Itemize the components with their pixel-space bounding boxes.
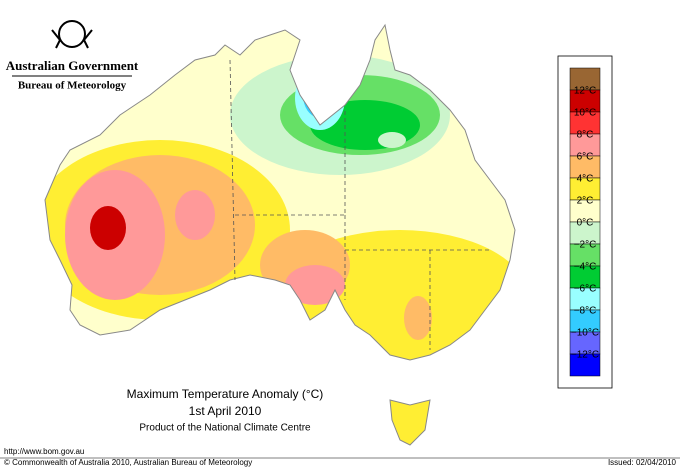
legend-label: −6°C: [574, 284, 597, 295]
legend-label: −4°C: [574, 262, 597, 273]
legend-label: 8°C: [577, 130, 594, 141]
government: Australian Government: [6, 58, 139, 73]
legend-label: 10°C: [574, 108, 596, 119]
url: http://www.bom.gov.au: [4, 447, 84, 456]
issued: Issued: 02/04/2010: [608, 458, 677, 467]
copyright: © Commonwealth of Australia 2010, Austra…: [4, 458, 252, 467]
legend-label: −12°C: [571, 350, 599, 361]
legend-label: 2°C: [577, 196, 594, 207]
legend-label: 6°C: [577, 152, 594, 163]
legend-label: −2°C: [574, 240, 597, 251]
product: Product of the National Climate Centre: [139, 423, 311, 434]
coastline: [44, 23, 516, 446]
date: 1st April 2010: [189, 404, 262, 418]
legend-label: 0°C: [577, 218, 594, 229]
state-borders: [229, 59, 490, 350]
legend-label: 4°C: [577, 174, 594, 185]
legend-label: −10°C: [571, 328, 599, 339]
legend-label: 12°C: [574, 86, 596, 97]
legend-label: −8°C: [574, 306, 597, 317]
logo: Australian Government Bureau of Meteorol…: [6, 20, 139, 92]
legend: 12°C 10°C 8°C 6°C 4°C 2°C 0°C −2°C −4°C −6°C −8°C −…: [557, 55, 613, 389]
bureau: Bureau of Meteorology: [18, 80, 127, 92]
legend-frame: [557, 55, 613, 389]
legend-swatch: [569, 353, 601, 377]
title: Maximum Temperature Anomaly (°C): [127, 387, 324, 401]
